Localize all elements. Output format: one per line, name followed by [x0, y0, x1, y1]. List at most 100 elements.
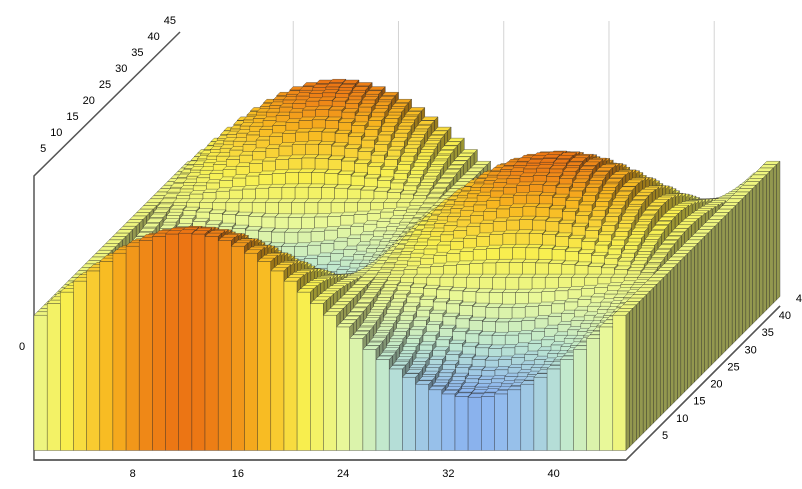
- bar-top-face: [417, 120, 435, 125]
- bar-top-face: [367, 116, 386, 121]
- bar-top-face: [354, 111, 373, 116]
- bar-top-face: [407, 137, 425, 142]
- bar-side-face: [738, 198, 743, 339]
- bar-top-face: [416, 152, 435, 157]
- bar-top-face: [396, 161, 415, 165]
- bar-top-face: [439, 173, 458, 178]
- bar-top-face: [360, 136, 379, 141]
- bar-top-face: [394, 129, 412, 134]
- bar-top-face: [328, 79, 347, 83]
- bar-top-face: [400, 116, 419, 121]
- bar-top-face: [370, 151, 389, 156]
- bar-top-face: [304, 140, 323, 145]
- bar-top-face: [423, 140, 442, 145]
- bar-top-face: [384, 114, 402, 119]
- bar-top-face: [324, 116, 343, 121]
- bar-side-face: [742, 194, 746, 335]
- bar-side-face: [718, 218, 722, 359]
- bar-top-face: [331, 97, 350, 102]
- bar-top-face: [377, 131, 395, 136]
- bar-top-face: [355, 82, 373, 87]
- bar-top-face: [403, 144, 422, 149]
- bar-side-face: [701, 236, 705, 376]
- bar-top-face: [427, 135, 445, 139]
- bar-top-face: [446, 164, 465, 169]
- bar-side-face: [769, 167, 774, 308]
- bar-top-face: [440, 145, 458, 150]
- bar-top-face: [426, 166, 445, 171]
- bar-top-face: [361, 96, 379, 101]
- bar-side-face: [766, 171, 770, 311]
- bar-top-face: [443, 169, 461, 174]
- bar-side-face: [694, 242, 699, 383]
- bar-top-face: [364, 90, 383, 95]
- bar-top-face: [321, 89, 340, 93]
- bar-top-face: [335, 90, 353, 94]
- bar-top-face: [344, 99, 363, 104]
- bar-side-face: [731, 205, 736, 345]
- bar-top-face: [380, 122, 399, 127]
- bar-top-face: [394, 99, 413, 103]
- bar-top-face: [368, 86, 386, 91]
- bar-top-face: [443, 141, 462, 146]
- bar-side-face: [745, 191, 750, 332]
- bar-top-face: [383, 155, 402, 160]
- bar-top-face: [434, 126, 452, 131]
- bar-top-face: [318, 96, 337, 101]
- bar-top-face: [331, 142, 349, 147]
- bar-side-face: [707, 229, 712, 369]
- bar-top-face: [430, 160, 448, 165]
- bar-side-face: [728, 208, 733, 349]
- bar-top-face: [387, 146, 405, 151]
- bar-top-face: [371, 108, 389, 113]
- bar-top-face: [456, 152, 475, 157]
- bar-top-face: [453, 156, 472, 161]
- bar-top-face: [338, 84, 357, 88]
- bar-top-face: [321, 128, 339, 133]
- bar-top-face: [341, 79, 360, 84]
- bar-top-face: [351, 121, 369, 126]
- bar-side-face: [677, 259, 681, 400]
- bar-top-face: [391, 103, 409, 107]
- bar-top-face: [347, 132, 366, 137]
- bar-side-face: [673, 263, 678, 404]
- bar-top-face: [436, 150, 455, 155]
- bar-top-face: [450, 160, 468, 165]
- bar-top-face: [390, 137, 409, 142]
- bar-side-face: [721, 215, 726, 356]
- bar-top-face: [381, 92, 399, 96]
- bar-side-face: [725, 212, 729, 352]
- bar-side-face: [776, 160, 781, 301]
- bar-top-face: [378, 96, 396, 100]
- bar-top-face: [325, 83, 343, 88]
- bar-side-face: [759, 177, 764, 318]
- bar-top-face: [358, 103, 376, 108]
- bar-side-face: [755, 181, 760, 321]
- bar-top-face: [348, 92, 366, 97]
- bar-top-face: [328, 106, 346, 111]
- bar-top-face: [315, 105, 333, 110]
- bar-top-face: [420, 146, 438, 150]
- bar-top-face: [413, 159, 432, 163]
- bar-top-face: [410, 130, 429, 135]
- bar-top-face: [374, 141, 392, 145]
- bar-top-face: [334, 130, 353, 134]
- bar-top-face: [311, 116, 330, 120]
- bar-side-face: [687, 249, 692, 390]
- bar-top-face: [404, 111, 422, 116]
- bar-top-face: [407, 107, 426, 112]
- bar-top-face: [400, 152, 418, 157]
- bar-side-face: [711, 225, 716, 366]
- bar-top-face: [433, 155, 452, 160]
- bar-side-face: [749, 188, 753, 328]
- bar-side-face: [680, 256, 685, 397]
- bar-side-face: [684, 253, 688, 393]
- bar-top-face: [430, 130, 449, 135]
- bar-side-face: [690, 246, 695, 386]
- bar-top-face: [420, 116, 439, 121]
- bars-layer: [33, 78, 781, 451]
- bar-top-face: [374, 101, 393, 106]
- bar-top-face: [364, 126, 382, 130]
